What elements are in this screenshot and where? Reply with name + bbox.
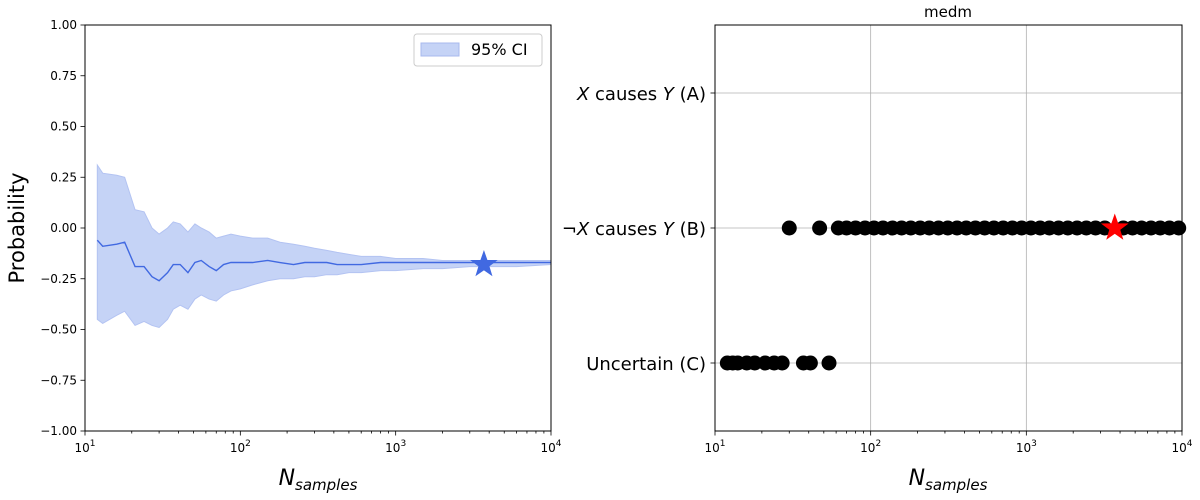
- left-y-tick-label: 1.00: [50, 18, 77, 32]
- legend-label-ci: 95% CI: [471, 40, 528, 59]
- legend-frame: [413, 33, 543, 67]
- right-x-axis-label: Nsamples: [909, 466, 988, 494]
- decision-point: [802, 355, 818, 371]
- left-x-axis-label: Nsamples: [279, 466, 358, 494]
- legend: 95% CI: [413, 33, 543, 67]
- right-x-tick-label: 104: [1171, 439, 1192, 455]
- left-x-tick-label: 103: [385, 439, 406, 455]
- legend-swatch-ci: [420, 42, 460, 57]
- right-y-ticks: X causes Y (A) ¬X causes Y (B) Uncertain (…: [562, 84, 715, 375]
- decision-point: [774, 355, 790, 371]
- left-x-ticks: 101 102 103 104: [74, 431, 562, 455]
- right-star-layer: [1100, 213, 1129, 240]
- left-star-layer: [470, 250, 498, 277]
- left-plot-area: [85, 25, 551, 431]
- decision-point: [781, 220, 797, 236]
- left-star-marker: [470, 250, 498, 277]
- decision-point: [812, 220, 828, 236]
- decision-chart: X causes Y (A) ¬X causes Y (B) Uncertain (…: [562, 3, 1193, 494]
- left-y-tick-label: −1.00: [40, 424, 77, 438]
- right-chart-title: medm: [924, 3, 972, 21]
- right-x-ticks: 101 102 103 104: [704, 431, 1193, 455]
- left-y-tick-label: 0.00: [50, 221, 77, 235]
- left-y-tick-label: 0.50: [50, 120, 77, 134]
- left-y-ticks: −1.00 −0.75 −0.50 −0.25 0.00 0.25 0.50 0.75 1.00: [40, 18, 85, 438]
- left-y-tick-label: −0.75: [40, 373, 77, 387]
- right-x-tick-label: 103: [1016, 439, 1037, 455]
- decision-point: [1171, 220, 1187, 236]
- probability-chart: −1.00 −0.75 −0.50 −0.25 0.00 0.25 0.50 0.75 1.00…: [5, 18, 562, 494]
- probability-line: [96, 239, 551, 282]
- right-x-tick-label: 102: [860, 439, 881, 455]
- left-x-tick-label: 101: [74, 439, 95, 455]
- decision-points-layer: [719, 220, 1187, 371]
- category-label: X causes Y (A): [576, 84, 706, 105]
- left-x-tick-label: 102: [230, 439, 251, 455]
- left-y-tick-label: 0.75: [50, 69, 77, 83]
- right-x-tick-label: 101: [704, 439, 725, 455]
- probability-line-layer: [96, 239, 551, 282]
- category-label: Uncertain (C): [586, 354, 706, 375]
- decision-point: [821, 355, 837, 371]
- decision-point: [747, 355, 763, 371]
- left-y-axis-label: Probability: [5, 172, 29, 283]
- left-y-tick-label: −0.50: [40, 323, 77, 337]
- category-label: ¬X causes Y (B): [562, 219, 706, 240]
- left-y-tick-label: 0.25: [50, 170, 77, 184]
- right-star-marker: [1100, 213, 1129, 240]
- left-x-tick-label: 104: [540, 439, 561, 455]
- left-y-tick-label: −0.25: [40, 272, 77, 286]
